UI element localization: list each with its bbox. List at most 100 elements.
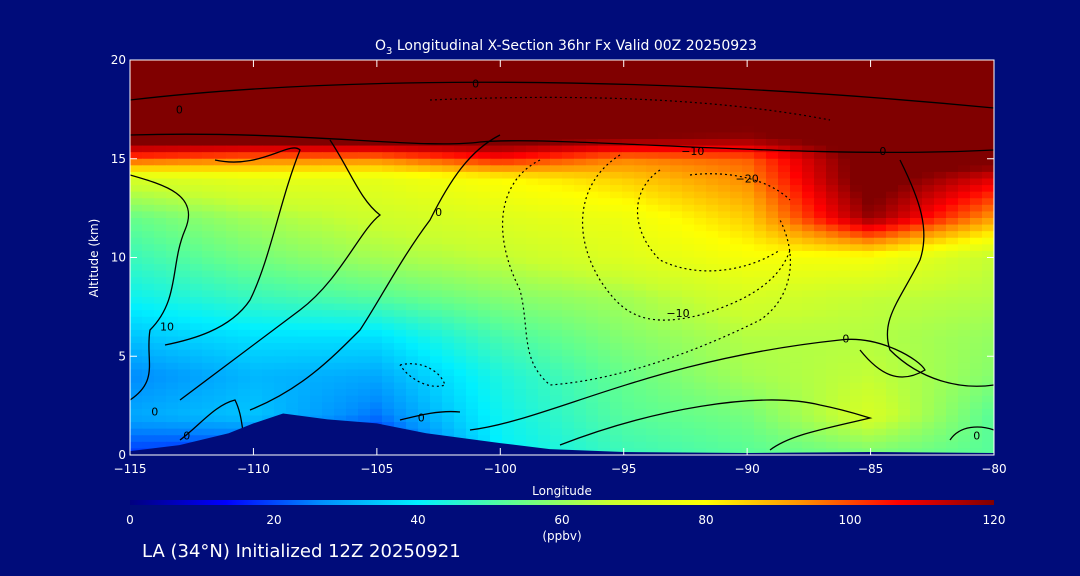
heatmap-cell (238, 171, 251, 180)
heatmap-cell (190, 415, 203, 423)
heatmap-cell (826, 237, 839, 245)
heatmap-cell (970, 369, 983, 377)
heatmap-cell (550, 204, 563, 213)
heatmap-cell (610, 415, 623, 423)
heatmap-cell (634, 270, 647, 278)
heatmap-cell (430, 224, 443, 232)
heatmap-cell (838, 211, 851, 219)
heatmap-cell (862, 119, 875, 127)
heatmap-cell (706, 422, 719, 430)
heatmap-cell (178, 303, 191, 311)
heatmap-cell (202, 250, 215, 259)
heatmap-cell (910, 362, 923, 371)
heatmap-cell (238, 329, 251, 338)
heatmap-cell (142, 191, 155, 199)
heatmap-cell (310, 119, 323, 127)
heatmap-cell (538, 106, 551, 114)
heatmap-cell (154, 237, 167, 245)
heatmap-cell (598, 224, 611, 232)
heatmap-cell (346, 323, 359, 331)
heatmap-cell (382, 106, 395, 114)
heatmap-cell (682, 92, 695, 101)
heatmap-cell (574, 132, 587, 140)
heatmap-cell (274, 290, 287, 298)
heatmap-cell (454, 402, 467, 410)
heatmap-cell (562, 323, 575, 331)
heatmap-cell (286, 290, 299, 298)
heatmap-cell (454, 376, 467, 384)
heatmap-cell (874, 204, 887, 213)
heatmap-cell (790, 408, 803, 417)
heatmap-cell (634, 369, 647, 377)
heatmap-cell (646, 415, 659, 423)
heatmap-cell (802, 237, 815, 245)
heatmap-cell (370, 66, 383, 74)
heatmap-cell (850, 119, 863, 127)
heatmap-cell (382, 264, 395, 272)
heatmap-cell (370, 264, 383, 272)
heatmap-cell (154, 86, 167, 94)
heatmap-cell (886, 139, 899, 147)
heatmap-cell (946, 237, 959, 245)
heatmap-cell (394, 158, 407, 166)
heatmap-cell (862, 198, 875, 206)
heatmap-cell (250, 349, 263, 357)
heatmap-cell (718, 152, 731, 160)
heatmap-cell (658, 165, 671, 173)
heatmap-cell (166, 329, 179, 338)
heatmap-cell (226, 224, 239, 232)
heatmap-cell (922, 376, 935, 384)
heatmap-cell (886, 356, 899, 364)
heatmap-cell (970, 237, 983, 245)
heatmap-cell (706, 329, 719, 338)
heatmap-cell (358, 270, 371, 278)
heatmap-cell (478, 79, 491, 87)
heatmap-cell (142, 244, 155, 252)
heatmap-cell (886, 145, 899, 153)
heatmap-cell (178, 376, 191, 384)
heatmap-cell (406, 290, 419, 298)
heatmap-cell (682, 441, 695, 450)
heatmap-cell (790, 415, 803, 423)
heatmap-cell (730, 448, 743, 455)
heatmap-cell (670, 139, 683, 147)
heatmap-cell (538, 139, 551, 147)
y-tick-label: 15 (111, 152, 126, 166)
heatmap-cell (322, 395, 335, 403)
heatmap-cell (334, 250, 347, 259)
heatmap-cell (142, 165, 155, 173)
heatmap-cell (478, 408, 491, 417)
heatmap-cell (178, 66, 191, 74)
heatmap-cell (634, 329, 647, 338)
heatmap-cell (754, 428, 767, 436)
heatmap-cell (466, 99, 479, 107)
heatmap-cell (370, 119, 383, 127)
heatmap-cell (970, 73, 983, 81)
heatmap-cell (538, 270, 551, 278)
heatmap-cell (790, 66, 803, 74)
heatmap-cell (946, 92, 959, 101)
heatmap-cell (214, 408, 227, 417)
heatmap-cell (154, 336, 167, 344)
heatmap-cell (562, 178, 575, 186)
heatmap-cell (718, 389, 731, 397)
heatmap-cell (418, 86, 431, 94)
heatmap-cell (214, 415, 227, 423)
heatmap-cell (562, 139, 575, 147)
heatmap-cell (394, 112, 407, 120)
contour-line (949, 426, 994, 441)
heatmap-cell (502, 277, 515, 285)
heatmap-cell (166, 165, 179, 173)
heatmap-cell (802, 441, 815, 450)
heatmap-cell (814, 408, 827, 417)
heatmap-cell (466, 79, 479, 87)
heatmap-cell (730, 329, 743, 338)
heatmap-cell (298, 382, 311, 390)
heatmap-cell (766, 79, 779, 87)
heatmap-cell (742, 362, 755, 371)
heatmap-cell (946, 336, 959, 344)
heatmap-cell (226, 250, 239, 259)
heatmap-cell (694, 191, 707, 199)
heatmap-cell (886, 231, 899, 239)
heatmap-cell (646, 145, 659, 153)
